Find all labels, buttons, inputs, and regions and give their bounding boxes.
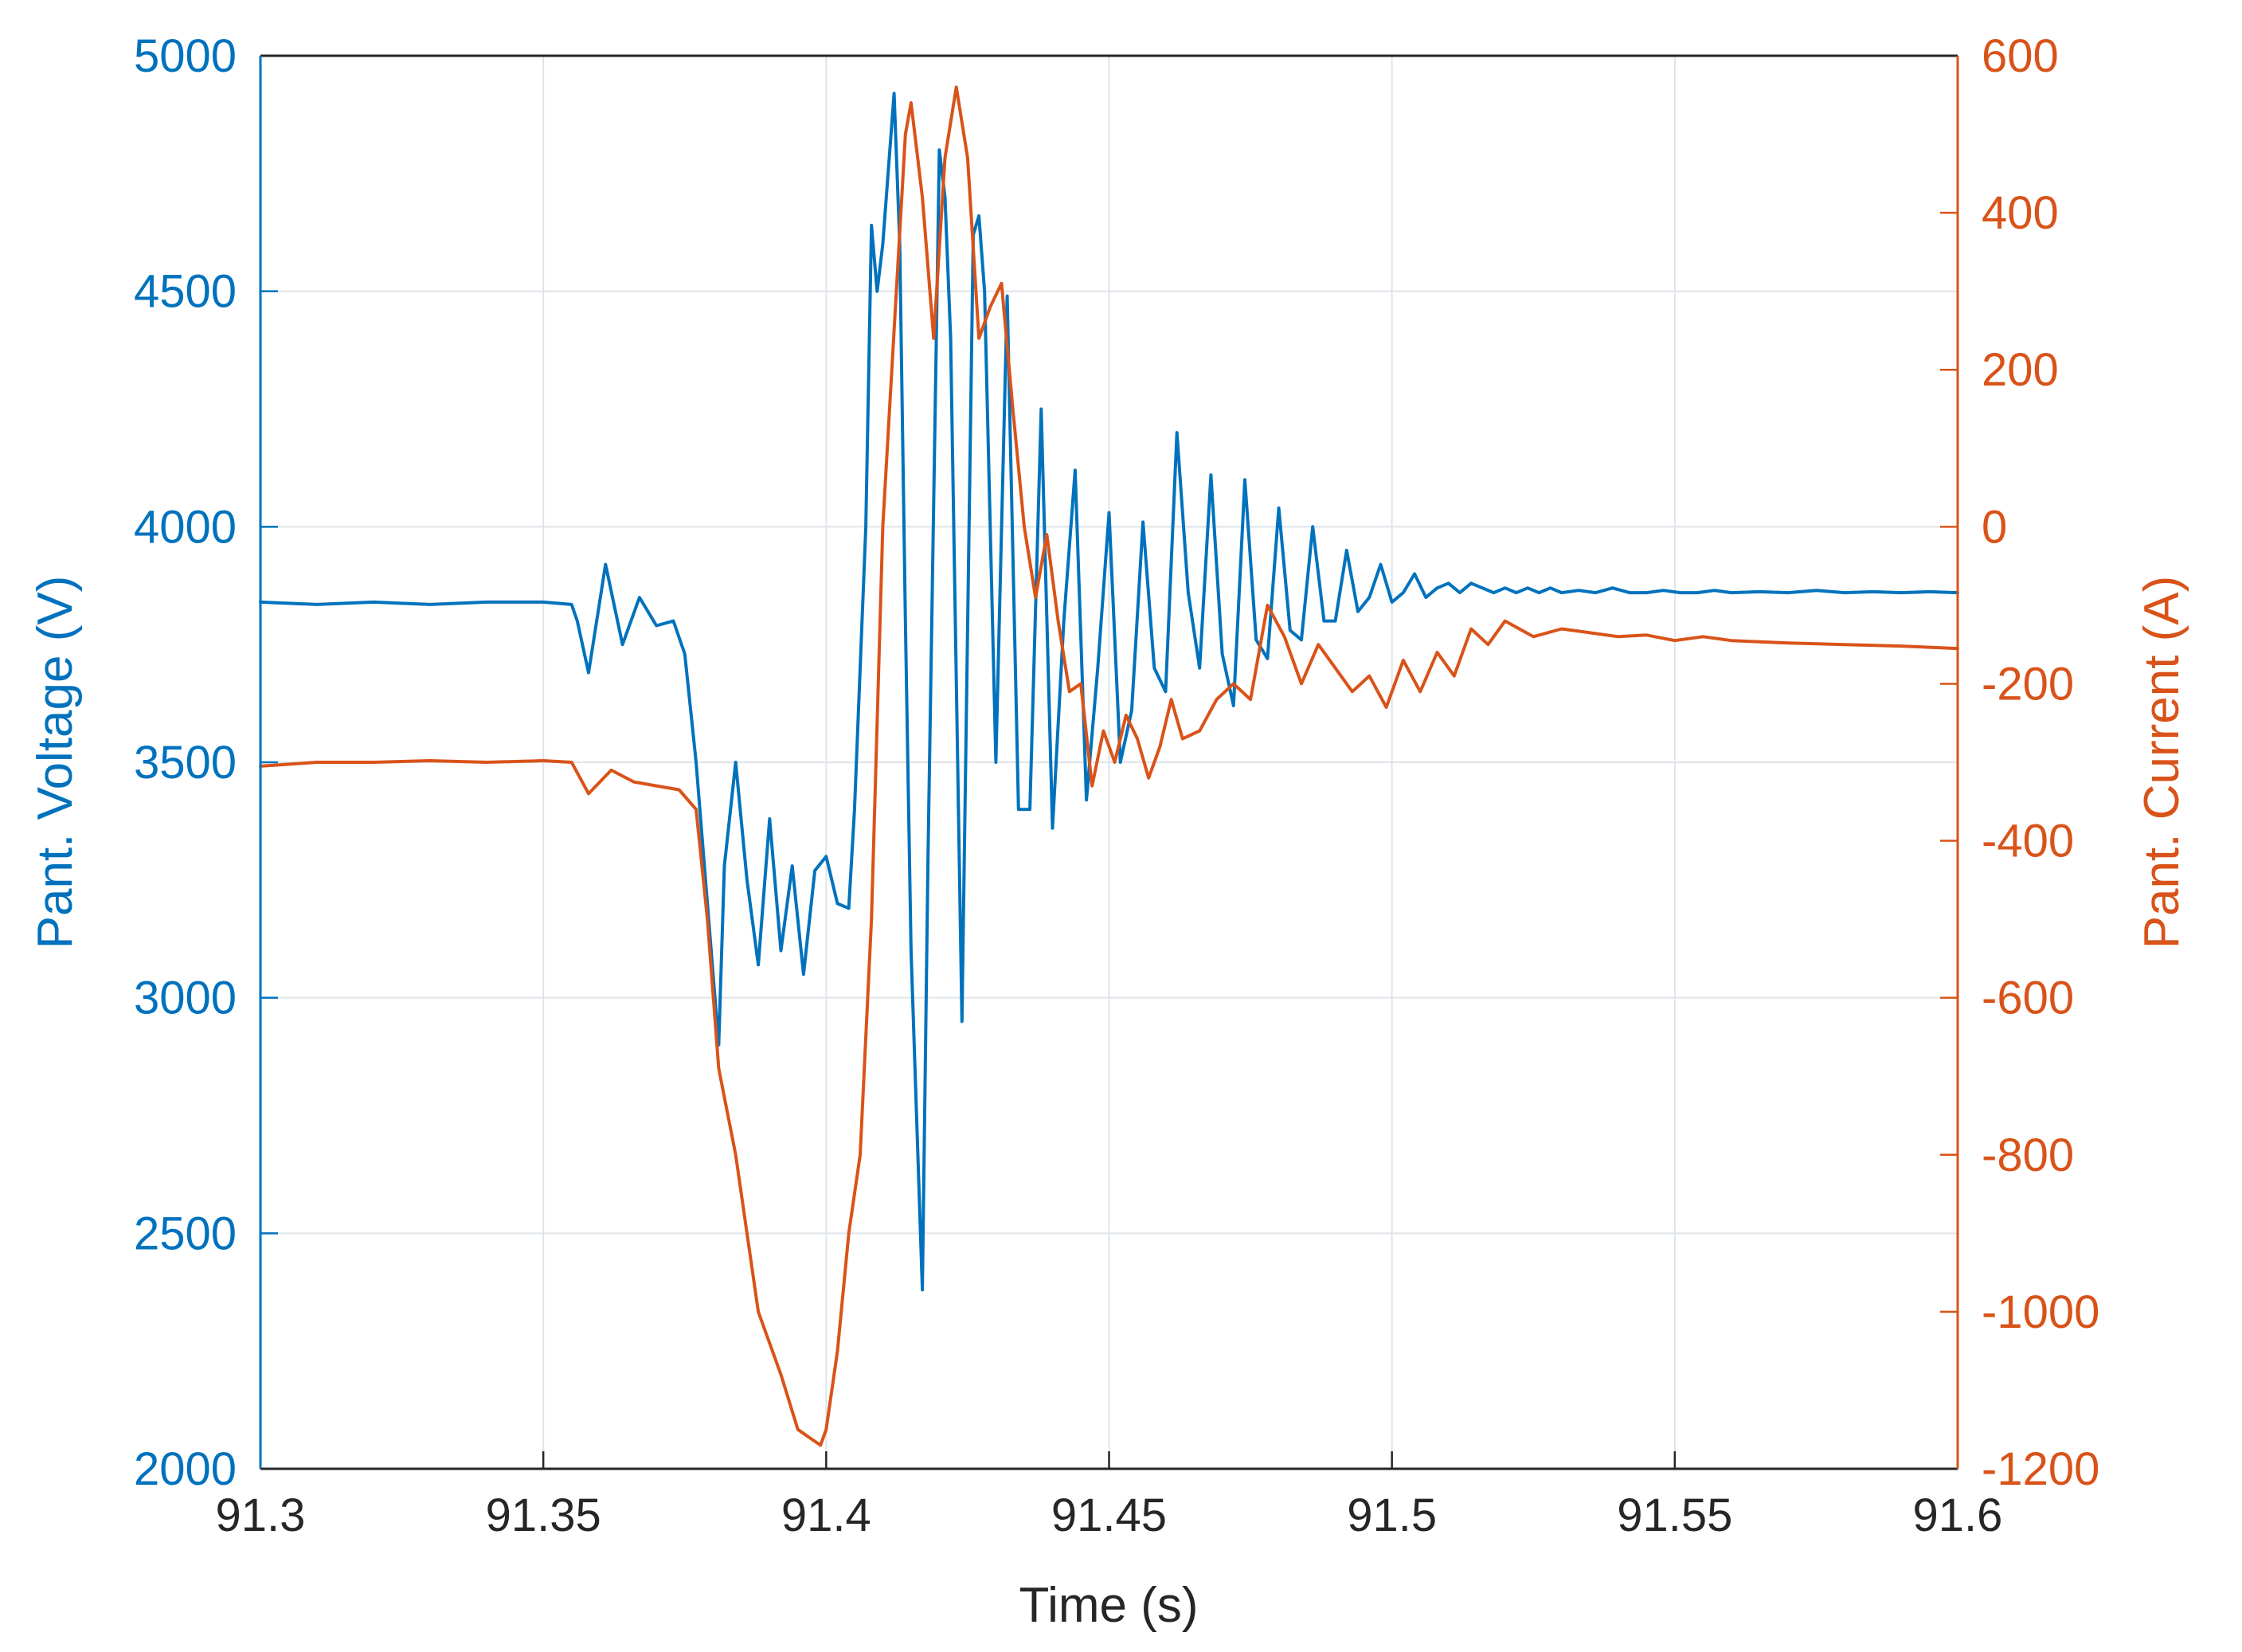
y-left-tick-label: 3500 bbox=[134, 737, 237, 789]
series-layer bbox=[259, 85, 1959, 1447]
y-right-tick-label: 400 bbox=[1982, 187, 2059, 239]
y-left-tick-label: 5000 bbox=[134, 30, 237, 82]
x-tick-label: 91.5 bbox=[1347, 1490, 1437, 1541]
y-axis-left-title: Pant. Voltage (V) bbox=[28, 576, 83, 949]
y-left-tick-label: 2500 bbox=[134, 1208, 237, 1259]
y-left-tick-label: 4500 bbox=[134, 266, 237, 318]
x-tick-label: 91.55 bbox=[1617, 1490, 1732, 1541]
x-tick-label: 91.4 bbox=[781, 1490, 871, 1541]
tick-labels: 91.3 91.35 91.4 91.45 91.5 91.55 91.6200025003… bbox=[134, 30, 2099, 1541]
y-right-tick-label: 600 bbox=[1982, 30, 2059, 82]
y-right-tick-label: -1000 bbox=[1982, 1286, 2099, 1338]
x-tick-label: 91.45 bbox=[1051, 1490, 1167, 1541]
y-axis-right-title: Pant. Current (A) bbox=[2134, 576, 2189, 949]
y-right-tick-label: -800 bbox=[1982, 1129, 2074, 1181]
y-right-tick-label: 0 bbox=[1982, 501, 2007, 553]
axes bbox=[259, 54, 1959, 1470]
voltage-series-line bbox=[259, 92, 1959, 1292]
y-right-tick-label: -600 bbox=[1982, 973, 2074, 1024]
x-axis-title: Time (s) bbox=[1019, 1578, 1199, 1633]
y-right-tick-label: -400 bbox=[1982, 816, 2074, 867]
y-right-tick-label: 200 bbox=[1982, 344, 2059, 396]
current-series-line bbox=[259, 85, 1959, 1447]
x-tick-label: 91.35 bbox=[486, 1490, 601, 1541]
x-tick-label: 91.6 bbox=[1913, 1490, 2003, 1541]
x-tick-label: 91.3 bbox=[216, 1490, 306, 1541]
y-left-tick-label: 3000 bbox=[134, 973, 237, 1024]
y-left-tick-label: 4000 bbox=[134, 501, 237, 553]
y-right-tick-label: -1200 bbox=[1982, 1443, 2099, 1495]
y-right-tick-label: -200 bbox=[1982, 658, 2074, 710]
y-left-tick-label: 2000 bbox=[134, 1443, 237, 1495]
